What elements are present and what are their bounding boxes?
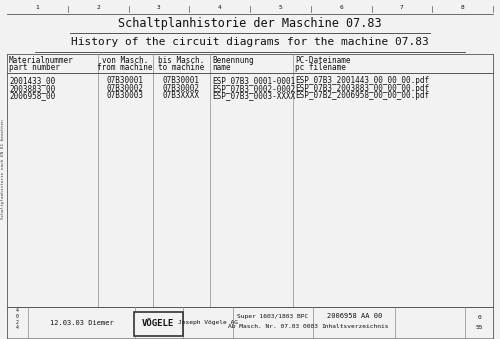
Text: 6: 6 (339, 5, 343, 10)
Text: History of the circuit diagrams for the machine 07.83: History of the circuit diagrams for the … (71, 37, 429, 47)
Text: ESP_07B3_0001-0001: ESP_07B3_0001-0001 (212, 76, 295, 85)
Text: pc filename: pc filename (295, 63, 346, 72)
Text: 2001433_00: 2001433_00 (9, 76, 55, 85)
Text: 2: 2 (16, 320, 19, 325)
Text: 07B30003: 07B30003 (106, 92, 144, 100)
Text: Materialnummer: Materialnummer (9, 56, 74, 65)
Text: 2006958_00: 2006958_00 (9, 92, 55, 100)
Text: bis Masch.: bis Masch. (158, 56, 204, 65)
Text: 8: 8 (461, 5, 464, 10)
Text: Joseph Vögele AG: Joseph Vögele AG (178, 320, 238, 325)
Text: 0: 0 (477, 315, 481, 320)
Text: Benennung: Benennung (212, 56, 254, 65)
Text: Schaltplanhistorie der Maschine 07.83: Schaltplanhistorie der Maschine 07.83 (118, 17, 382, 30)
Text: 5: 5 (278, 5, 282, 10)
Text: from machine: from machine (97, 63, 153, 72)
Text: ESP_07B3_2003883_00_00_00.pdf: ESP_07B3_2003883_00_00_00.pdf (295, 84, 429, 93)
Text: 4: 4 (16, 325, 19, 330)
Text: Ab Masch. Nr. 07.03 0003: Ab Masch. Nr. 07.03 0003 (228, 324, 318, 329)
Text: VÖGELE: VÖGELE (142, 319, 174, 328)
Text: 1: 1 (36, 5, 39, 10)
Text: PC-Dateiname: PC-Dateiname (295, 56, 350, 65)
Text: 07B3XXXX: 07B3XXXX (163, 92, 200, 100)
Text: von Masch.: von Masch. (102, 56, 148, 65)
Text: 2003883_00: 2003883_00 (9, 84, 55, 93)
Text: Schaltplanhistorie nach EN 81 beachten: Schaltplanhistorie nach EN 81 beachten (1, 120, 5, 219)
Bar (134, 312, 182, 336)
Text: 07B30002: 07B30002 (106, 84, 144, 93)
Text: part number: part number (9, 63, 60, 72)
Text: Inhaltsverzeichnis: Inhaltsverzeichnis (321, 324, 389, 329)
Text: 4: 4 (218, 5, 222, 10)
Text: 07B30002: 07B30002 (163, 84, 200, 93)
Text: 4: 4 (16, 308, 19, 313)
Text: Super 1603/1803 BPC: Super 1603/1803 BPC (237, 314, 308, 319)
Text: 07B30001: 07B30001 (163, 76, 200, 85)
Text: 0: 0 (16, 315, 19, 319)
Text: 2: 2 (96, 5, 100, 10)
Text: 2006958 AA 00: 2006958 AA 00 (328, 314, 382, 319)
Text: 55: 55 (475, 325, 483, 330)
Text: 3: 3 (157, 5, 161, 10)
Text: ESP_07B3_0002-0002: ESP_07B3_0002-0002 (212, 84, 295, 93)
Text: ESP_07B2_2006958_00_00_00.pdf: ESP_07B2_2006958_00_00_00.pdf (295, 92, 429, 100)
Text: 07B30001: 07B30001 (106, 76, 144, 85)
Text: ESP_07B3_0003-XXXX: ESP_07B3_0003-XXXX (212, 92, 295, 100)
Text: 7: 7 (400, 5, 404, 10)
Text: 12.03.03 Diemer: 12.03.03 Diemer (50, 320, 114, 325)
Text: to machine: to machine (158, 63, 204, 72)
Text: name: name (212, 63, 231, 72)
Text: ESP_07B3_2001443_00_00_00.pdf: ESP_07B3_2001443_00_00_00.pdf (295, 76, 429, 85)
